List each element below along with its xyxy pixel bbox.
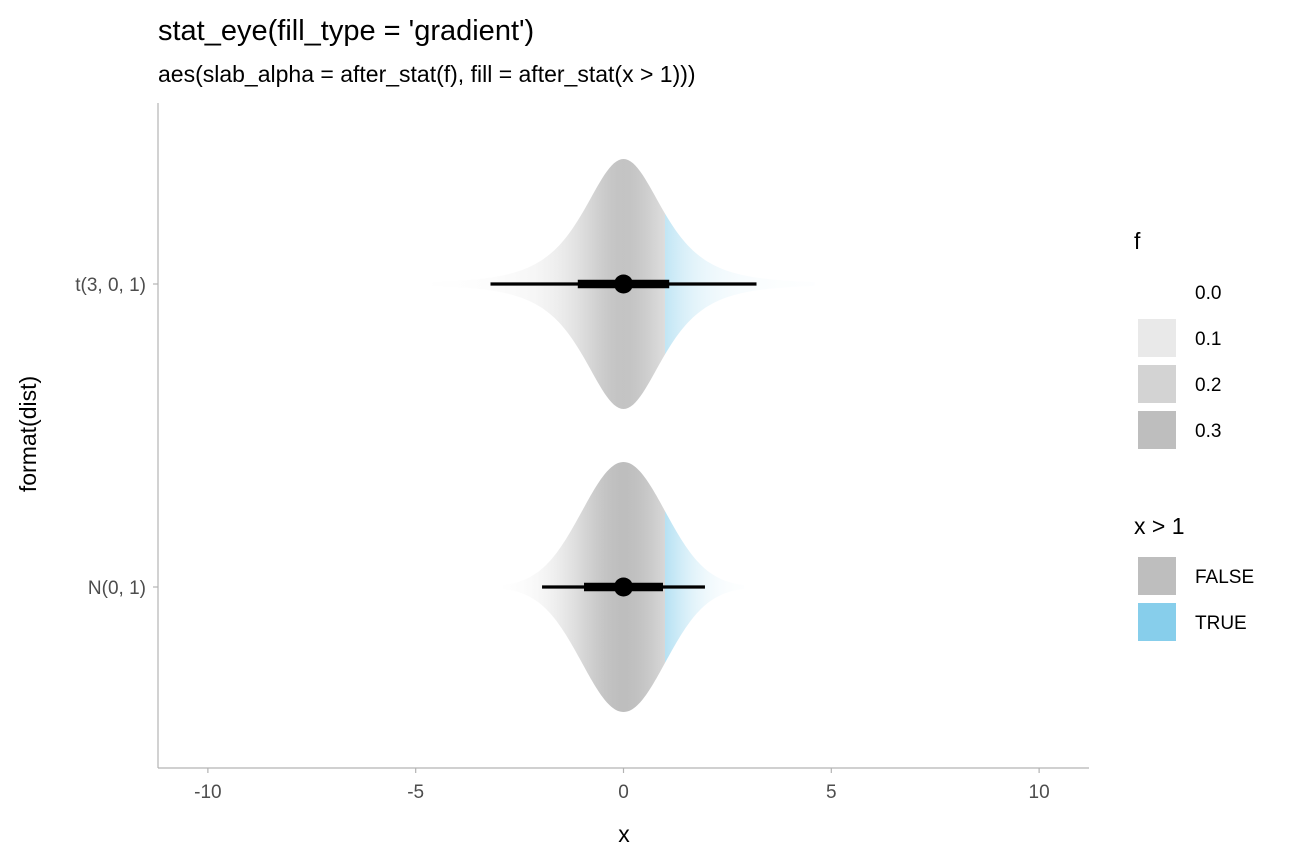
- legend-key-f: [1138, 319, 1176, 357]
- legend-label-f: 0.3: [1195, 421, 1221, 442]
- y-axis-title: format(dist): [15, 376, 41, 492]
- x-tick-label: 5: [826, 782, 837, 803]
- legend-label-f: 0.2: [1195, 375, 1221, 396]
- x-tick-label: -10: [194, 782, 221, 803]
- legend-key-fill: [1138, 557, 1176, 595]
- legend-title-fill: x > 1: [1134, 513, 1185, 539]
- x-tick-label: -5: [407, 782, 424, 803]
- legend-key-f: [1138, 365, 1176, 403]
- legend-label-fill: TRUE: [1195, 613, 1247, 634]
- axes: -10 -5 0 5 10 t(3, 0, 1) N(0, 1): [75, 103, 1089, 803]
- legend-key-f: [1138, 273, 1176, 311]
- x-tick-label: 10: [1029, 782, 1050, 803]
- legend-label-f: 0.1: [1195, 329, 1221, 350]
- legend: f 0.0 0.1 0.2 0.3 x > 1 FALSE TRUE: [1134, 228, 1254, 641]
- plot-panel: [432, 159, 815, 712]
- chart-title: stat_eye(fill_type = 'gradient'): [158, 15, 534, 47]
- x-tick-label: 0: [618, 782, 629, 803]
- legend-key-fill: [1138, 603, 1176, 641]
- legend-label-f: 0.0: [1195, 283, 1221, 304]
- x-axis-title: x: [618, 821, 630, 847]
- y-tick-label: t(3, 0, 1): [75, 275, 146, 296]
- legend-label-fill: FALSE: [1195, 567, 1254, 588]
- chart-subtitle: aes(slab_alpha = after_stat(f), fill = a…: [158, 61, 696, 87]
- y-tick-label: N(0, 1): [88, 578, 146, 599]
- legend-title-f: f: [1134, 228, 1141, 254]
- legend-key-f: [1138, 411, 1176, 449]
- point-1: [614, 577, 633, 597]
- point-0: [614, 274, 633, 294]
